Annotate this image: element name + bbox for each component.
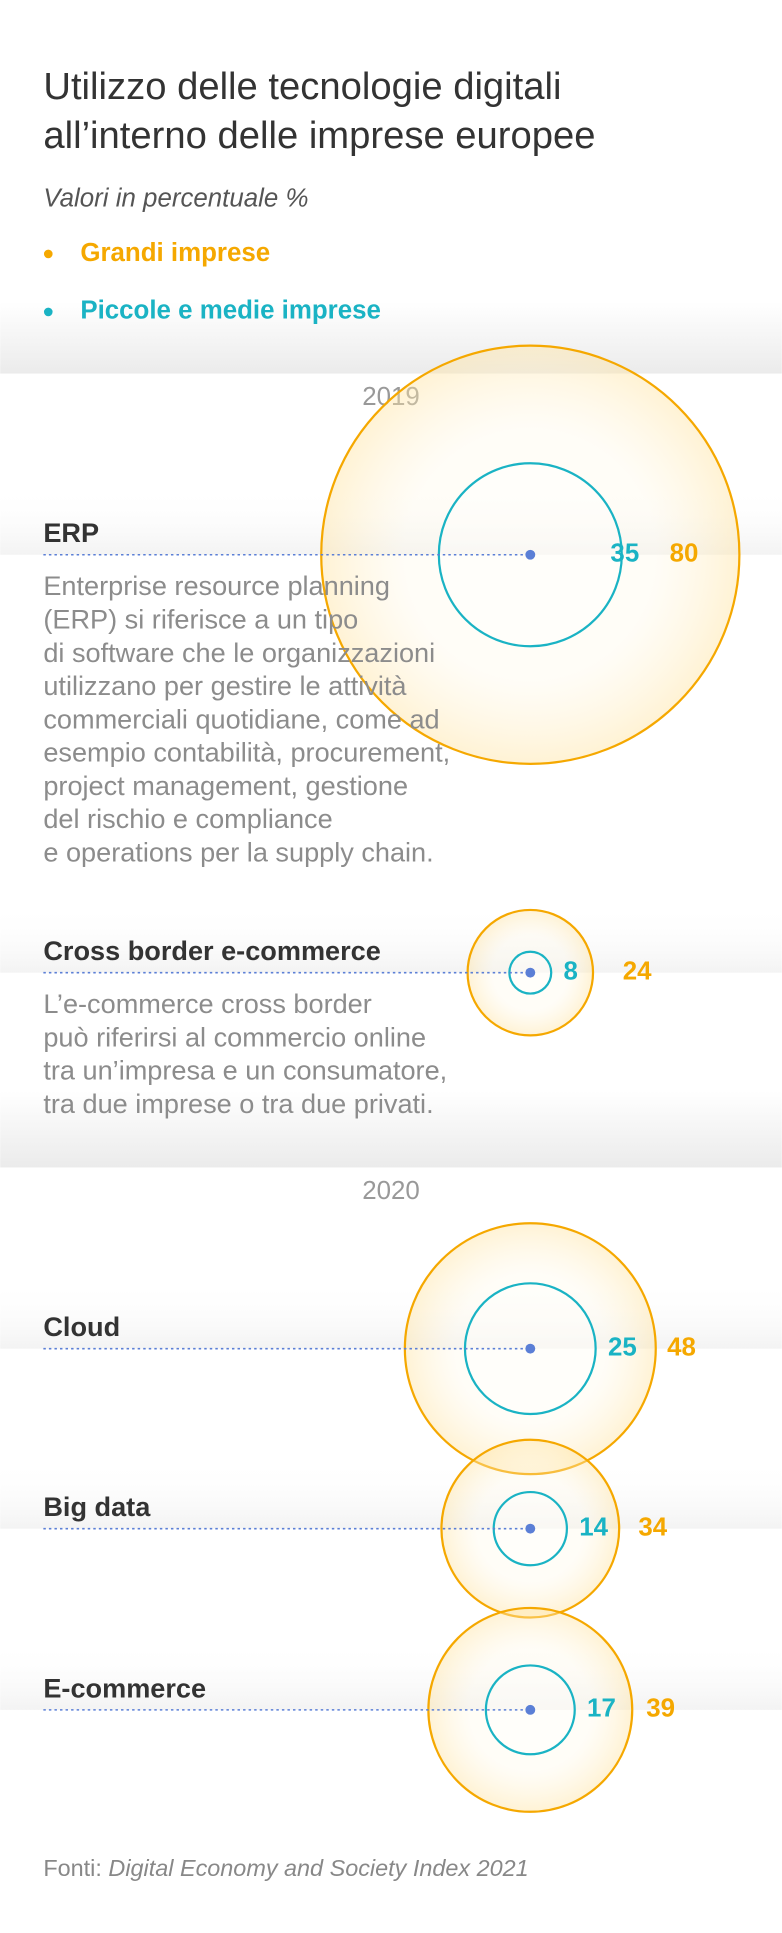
center-dot [525, 1523, 536, 1534]
year-label: 2020 [362, 1177, 420, 1205]
category-label: Cloud [43, 1311, 120, 1342]
legend-label: Grandi imprese [80, 239, 270, 267]
description: esempio contabilità, procurement, [43, 737, 450, 768]
value-label-sme: 14 [579, 1513, 608, 1541]
center-dot [525, 1343, 536, 1354]
description: di software che le organizzazioni [43, 637, 435, 668]
legend-dot [43, 307, 53, 317]
description: commerciali quotidiane, come ad [43, 703, 439, 734]
value-label-sme: 8 [564, 958, 578, 986]
band [0, 302, 782, 374]
value-label-sme: 17 [587, 1695, 616, 1723]
value-label-large: 24 [623, 958, 652, 986]
legend-dot [43, 249, 53, 259]
row-band [0, 1460, 782, 1529]
row-band [0, 904, 782, 973]
rows [0, 486, 782, 1710]
title: all’interno delle imprese europee [43, 114, 595, 157]
description: project management, gestione [43, 770, 408, 801]
category-label: Cross border e-commerce [43, 935, 381, 966]
description: (ERP) si riferisce a un tipo [43, 603, 358, 634]
source-text: Digital Economy and Society Index 2021 [108, 1855, 528, 1881]
legend-label: Piccole e medie imprese [80, 297, 381, 325]
value-label-large: 48 [667, 1334, 696, 1362]
title: Utilizzo delle tecnologie digitali [43, 65, 561, 108]
band [0, 1091, 782, 1168]
center-dot [525, 1704, 536, 1715]
description: utilizzano per gestire le attività [43, 670, 407, 701]
category-label: E-commerce [43, 1672, 206, 1703]
center-dot [525, 549, 536, 560]
description: del rischio e compliance [43, 803, 332, 834]
subtitle: Valori in percentuale % [43, 185, 308, 213]
value-label-sme: 25 [608, 1334, 637, 1362]
value-label-large: 80 [670, 540, 699, 568]
description: tra due imprese o tra due privati. [43, 1088, 433, 1119]
description: tra un’impresa e un consumatore, [43, 1055, 447, 1086]
category-label: ERP [43, 517, 99, 548]
description: e operations per la supply chain. [43, 836, 433, 867]
description: Enterprise resource planning [43, 570, 390, 601]
value-label-large: 34 [638, 1513, 667, 1541]
value-label-large: 39 [646, 1695, 675, 1723]
category-label: Big data [43, 1491, 151, 1522]
description: può riferirsi al commercio online [43, 1021, 426, 1052]
center-dot [525, 967, 536, 978]
row-band [0, 1642, 782, 1710]
description: L’e-commerce cross border [43, 988, 371, 1019]
source: Fonti: Digital Economy and Society Index… [43, 1855, 528, 1881]
value-label-sme: 35 [610, 540, 639, 568]
source-label: Fonti: [43, 1855, 102, 1881]
